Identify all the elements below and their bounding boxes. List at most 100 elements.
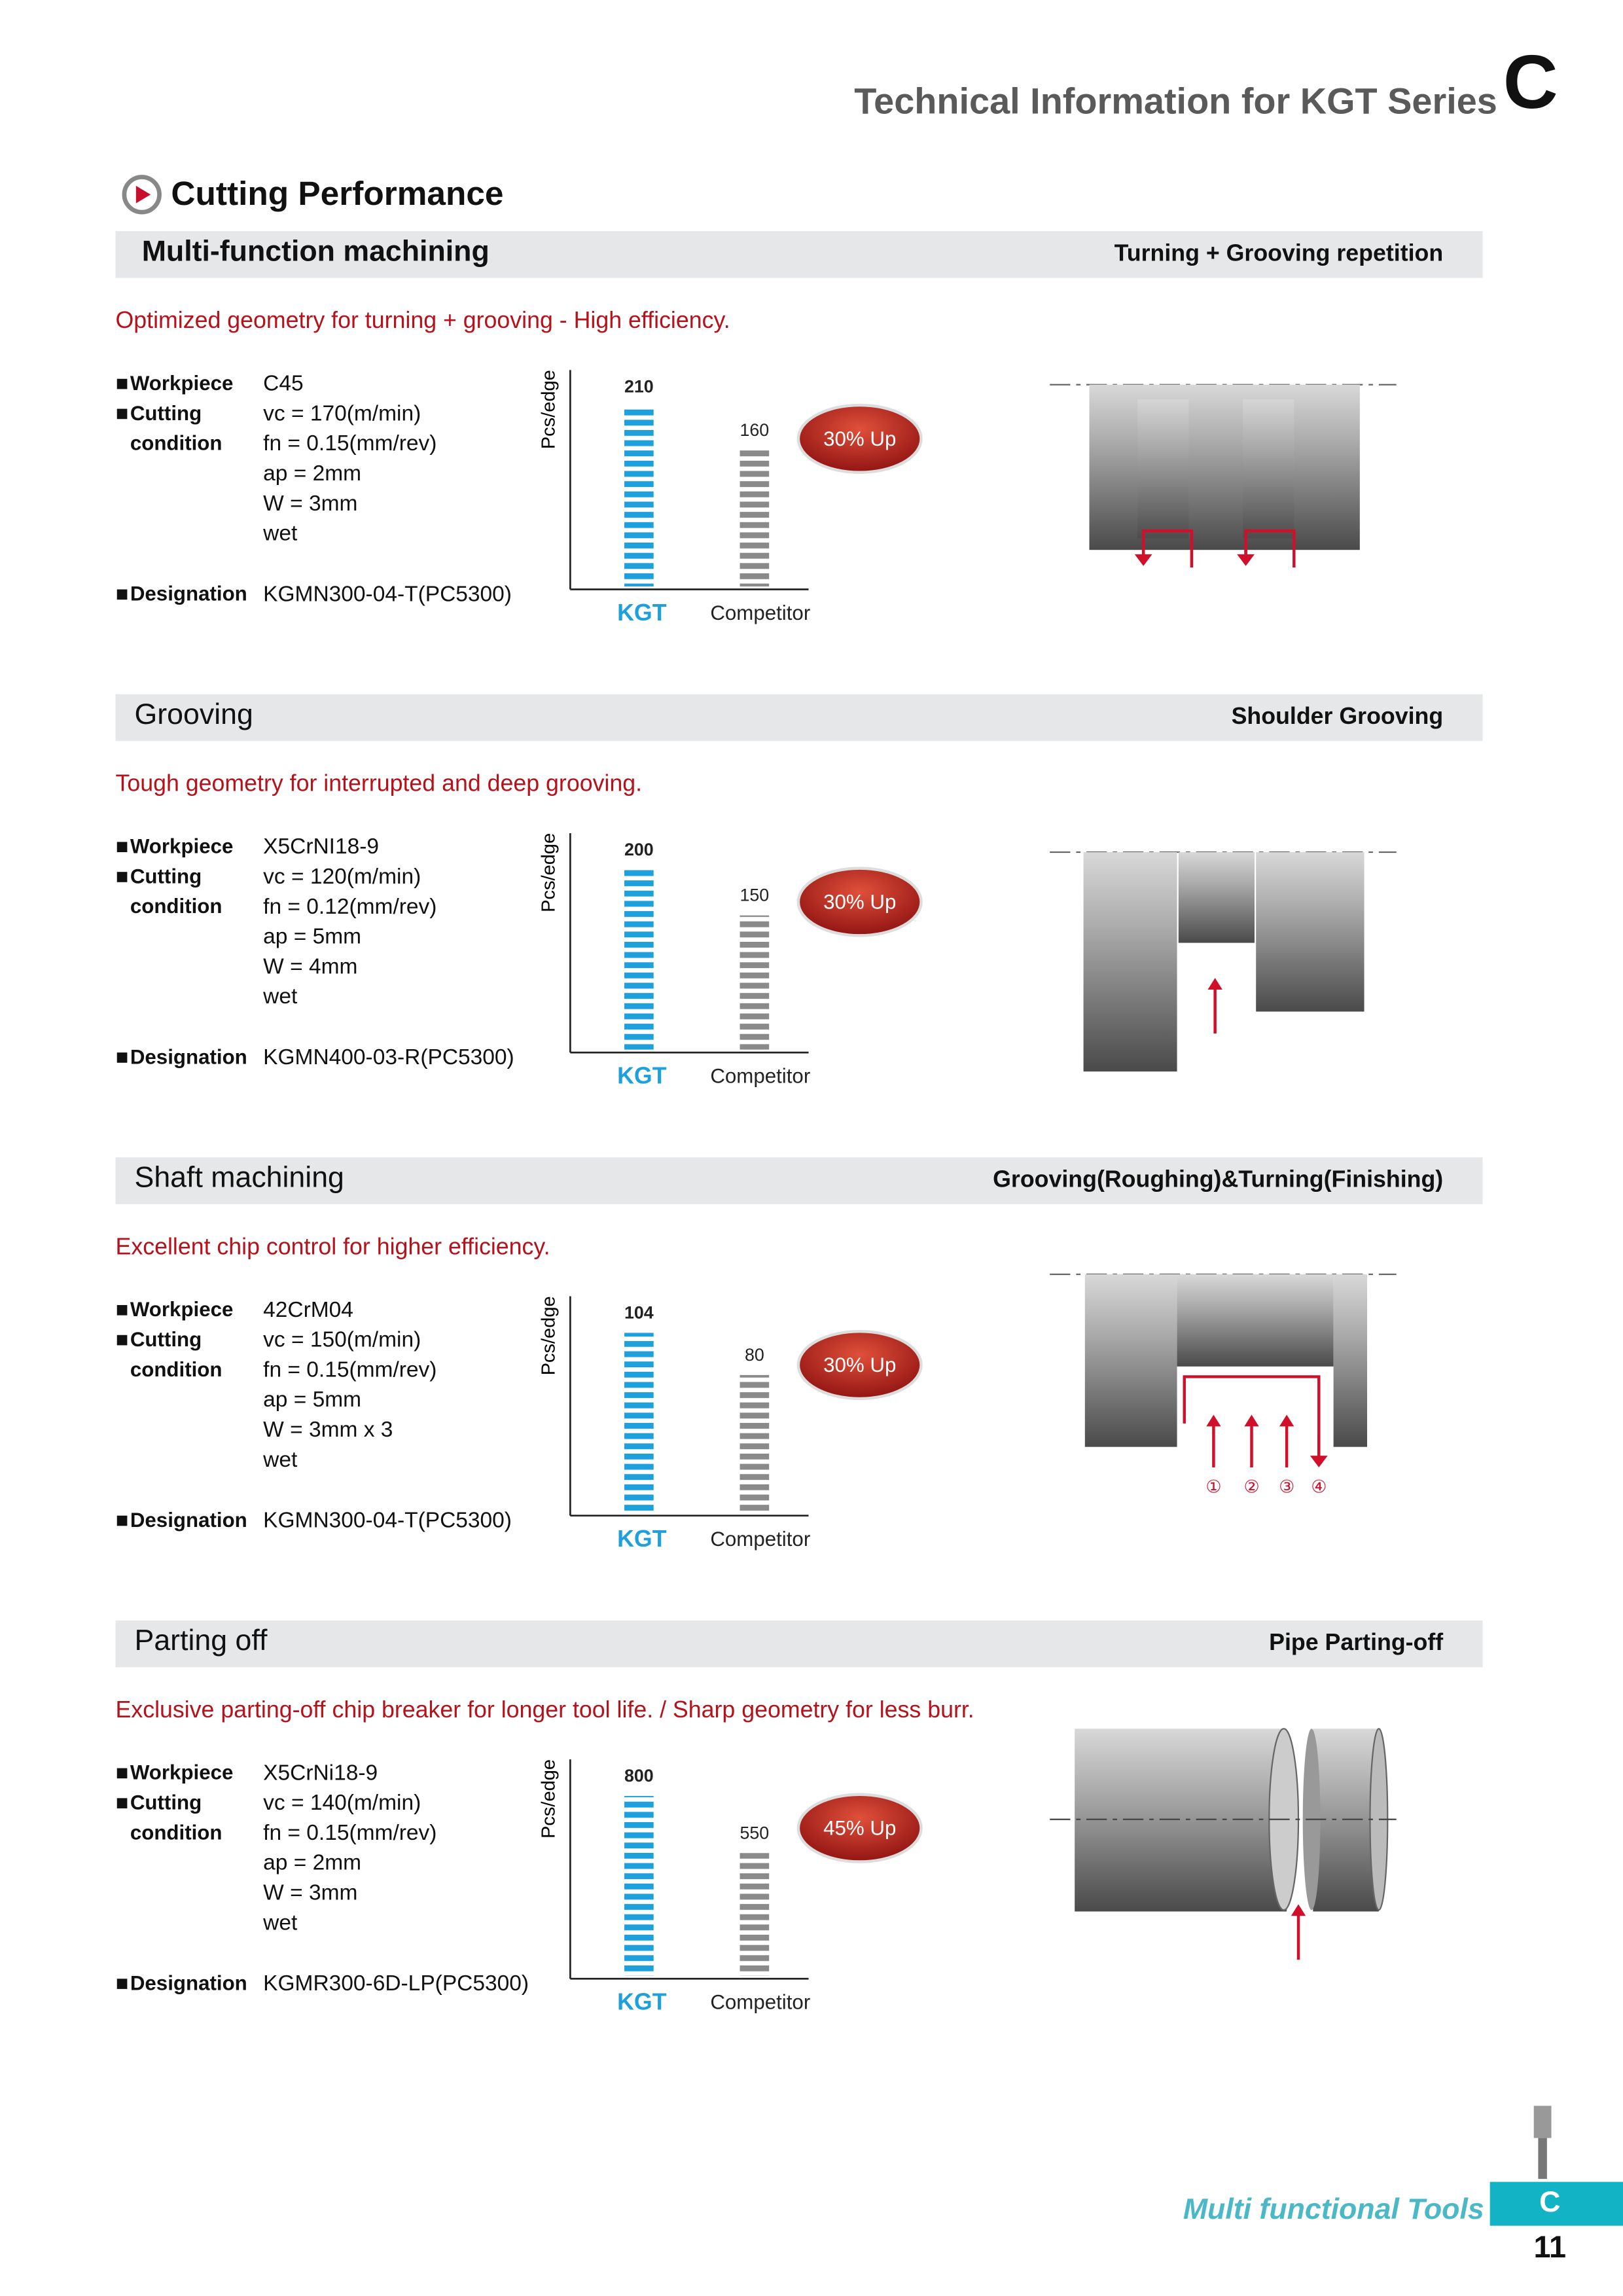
spec-value: fn = 0.15(mm/rev)	[263, 1821, 437, 1845]
step-label: ①	[1205, 1477, 1221, 1496]
spec-value: ap = 5mm	[263, 925, 361, 949]
spec-label: Workpiece	[130, 1298, 234, 1321]
spec-label: Cutting	[130, 402, 202, 425]
spec-value: vc = 140(m/min)	[263, 1791, 421, 1815]
section-heading: Shaft machining	[135, 1162, 344, 1194]
workpiece	[1256, 852, 1364, 1012]
section-subtitle: Pipe Parting-off	[1269, 1629, 1443, 1655]
spec-label: Workpiece	[130, 372, 234, 395]
badge	[796, 1793, 923, 1863]
spec-value: W = 3mm x 3	[263, 1418, 393, 1442]
category-label: Competitor	[710, 1528, 810, 1551]
bullet	[116, 1335, 128, 1346]
footer-letter: C	[1539, 2186, 1560, 2218]
value-label: 104	[624, 1302, 654, 1322]
spec-label: condition	[130, 1358, 223, 1381]
spec-value: fn = 0.15(mm/rev)	[263, 431, 437, 456]
spec-value: X5CrNI18-9	[263, 834, 379, 859]
value-label: 80	[745, 1345, 764, 1365]
bullet	[116, 589, 128, 600]
spec-value: wet	[262, 1448, 298, 1472]
arrow-head	[1279, 1414, 1294, 1427]
spec-value: W = 4mm	[263, 954, 357, 978]
spec-value: KGMN300-04-T(PC5300)	[263, 582, 512, 606]
value-label: 210	[624, 376, 654, 396]
spec-label: Designation	[130, 1045, 247, 1068]
workpiece	[1084, 1274, 1177, 1447]
spec-label: condition	[130, 895, 223, 918]
tool-icon	[1533, 2106, 1552, 2138]
y-axis-label: Pcs/edge	[539, 1759, 560, 1839]
description: Tough geometry for interrupted and deep …	[116, 770, 643, 797]
badge-label: 30% Up	[823, 890, 896, 913]
value-label: 150	[740, 886, 770, 905]
section-subtitle: Shoulder Grooving	[1232, 703, 1444, 729]
bullet	[116, 1052, 128, 1063]
category-label: Competitor	[710, 601, 810, 624]
spec-label: Cutting	[130, 1328, 202, 1351]
spec-label: Cutting	[130, 1791, 202, 1814]
spec-label: condition	[130, 432, 223, 455]
spec-value: 42CrM04	[263, 1298, 353, 1322]
bullet	[116, 1304, 128, 1316]
bullet	[116, 1798, 128, 1808]
spec-value: wet	[262, 1910, 298, 1935]
workpiece	[1177, 1274, 1334, 1367]
category-label: Competitor	[710, 1064, 810, 1087]
step-label: ③	[1279, 1477, 1294, 1496]
spec-value: W = 3mm	[263, 1881, 357, 1905]
bullet	[116, 872, 128, 882]
spec-value: KGMR300-6D-LP(PC5300)	[263, 1971, 529, 1996]
spec-value: wet	[262, 984, 298, 1009]
value-label: 200	[624, 840, 654, 859]
badge	[796, 867, 923, 937]
bullet	[116, 1768, 128, 1779]
bar	[740, 1374, 770, 1513]
bar	[624, 1795, 654, 1976]
spec-label: condition	[130, 1821, 223, 1844]
bar	[740, 450, 770, 587]
bar	[624, 869, 654, 1050]
arrow-head	[1291, 1904, 1306, 1916]
bar	[740, 1853, 770, 1976]
footer-label: Multi functional Tools	[1183, 2193, 1484, 2225]
value-label: 800	[624, 1766, 654, 1785]
category-label: Competitor	[710, 1991, 810, 2014]
arrow-head	[1237, 554, 1255, 566]
spec-label: Designation	[130, 1971, 247, 1994]
section-subtitle: Turning + Grooving repetition	[1115, 240, 1444, 266]
step-label: ④	[1311, 1477, 1327, 1496]
section-bar	[115, 231, 1483, 278]
workpiece	[1333, 1274, 1368, 1447]
spec-value: X5CrNi18-9	[263, 1761, 378, 1785]
spec-value: W = 3mm	[263, 492, 357, 516]
bar	[740, 915, 770, 1050]
category-label: KGT	[617, 600, 667, 626]
spec-value: ap = 2mm	[263, 461, 361, 486]
footer-tab	[1489, 2181, 1623, 2226]
header-letter: C	[1503, 39, 1558, 124]
header-title: Technical Information for KGT Series	[854, 81, 1497, 122]
value-label: 550	[740, 1823, 770, 1842]
page-number: 11	[1533, 2230, 1566, 2264]
spec-value: ap = 2mm	[263, 1851, 361, 1875]
arrow-head	[1244, 1414, 1259, 1427]
spec-label: Workpiece	[130, 835, 234, 858]
workpiece	[1178, 852, 1255, 943]
spec-label: Designation	[130, 1509, 247, 1532]
arrow-head	[1134, 554, 1152, 566]
section-title: Cutting Performance	[171, 174, 503, 212]
spec-value: vc = 120(m/min)	[263, 865, 421, 889]
bullet	[116, 408, 128, 420]
badge	[796, 1329, 923, 1401]
spec-value: C45	[263, 372, 303, 396]
bullet	[116, 1515, 128, 1526]
tool-path	[1183, 1375, 1321, 1462]
workpiece	[1089, 384, 1360, 550]
spec-value: KGMN400-03-R(PC5300)	[263, 1045, 514, 1069]
description: Exclusive parting-off chip breaker for l…	[116, 1696, 974, 1723]
section-heading: Grooving	[135, 698, 253, 730]
arrow-head	[1207, 978, 1222, 990]
